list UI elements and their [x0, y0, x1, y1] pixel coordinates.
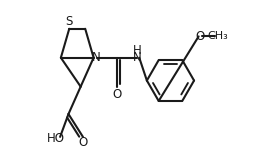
- Text: O: O: [196, 30, 205, 43]
- Text: O: O: [78, 136, 88, 149]
- Text: N: N: [133, 51, 141, 64]
- Text: O: O: [112, 88, 122, 101]
- Text: CH₃: CH₃: [207, 31, 228, 41]
- Text: H: H: [133, 44, 141, 57]
- Text: N: N: [92, 51, 101, 64]
- Text: S: S: [66, 15, 73, 28]
- Text: HO: HO: [47, 132, 65, 145]
